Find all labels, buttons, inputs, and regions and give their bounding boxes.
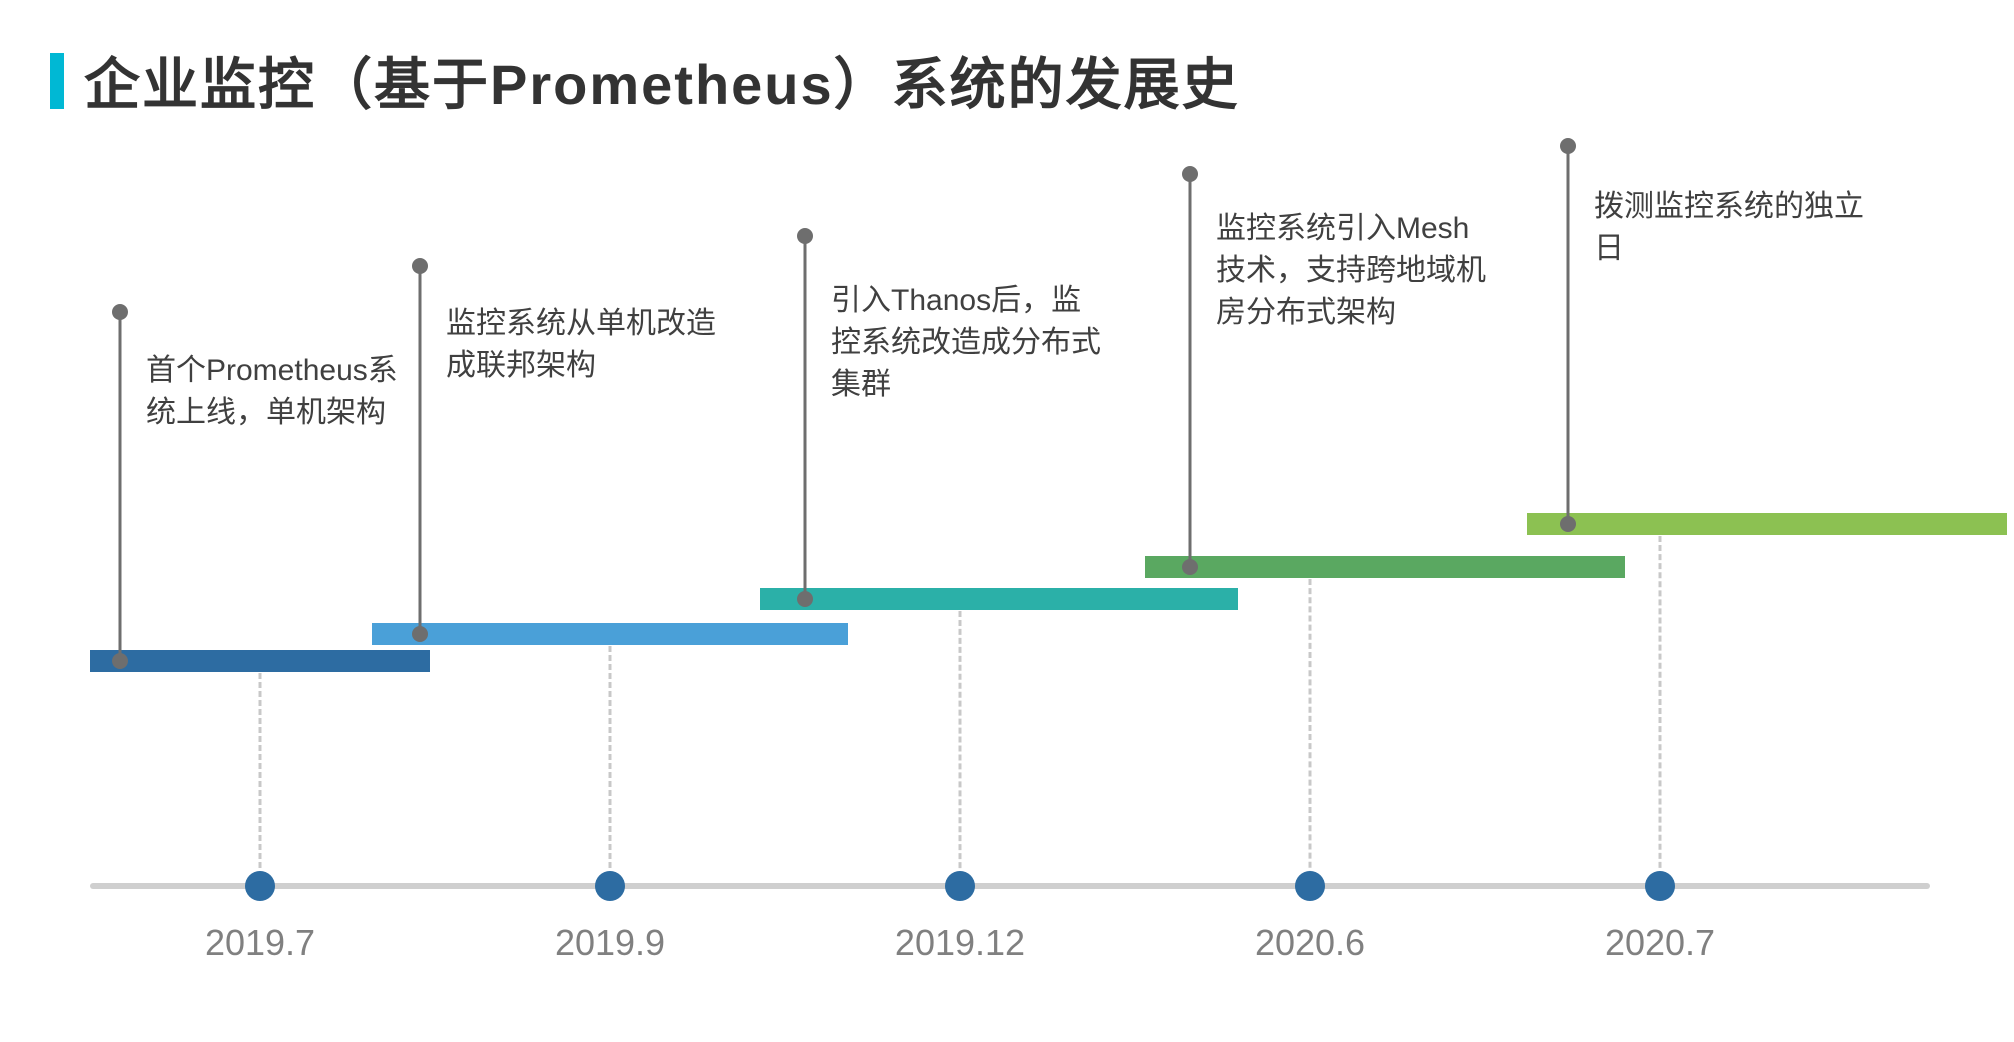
timeline-bar <box>1527 513 2007 535</box>
pin-bottom-dot <box>1560 516 1576 532</box>
pin-bottom-dot <box>112 653 128 669</box>
timeline-bar <box>372 623 848 645</box>
page-title: 企业监控（基于Prometheus）系统的发展史 <box>84 40 1240 121</box>
axis-dot <box>1295 871 1325 901</box>
pin-bottom-dot <box>412 626 428 642</box>
pin-top-dot <box>797 228 813 244</box>
milestone-description: 监控系统从单机改造成联邦架构 <box>446 303 726 387</box>
pin-line <box>1189 174 1192 566</box>
milestone-description: 引入Thanos后，监控系统改造成分布式集群 <box>831 280 1111 406</box>
date-label: 2019.9 <box>555 922 665 964</box>
pin-line <box>119 312 122 660</box>
dashed-connector <box>259 673 262 886</box>
page-title-wrap: 企业监控（基于Prometheus）系统的发展史 <box>50 40 1240 121</box>
date-label: 2020.6 <box>1255 922 1365 964</box>
dashed-connector <box>959 611 962 886</box>
pin-bottom-dot <box>1182 559 1198 575</box>
axis-dot <box>245 871 275 901</box>
milestone-description: 首个Prometheus系统上线，单机架构 <box>146 350 426 434</box>
title-accent-bar <box>50 53 64 109</box>
pin-top-dot <box>1182 166 1198 182</box>
axis-dot <box>945 871 975 901</box>
timeline-chart: 首个Prometheus系统上线，单机架构 2019.7 监控系统从单机改造成联邦架… <box>60 180 1960 1000</box>
date-label: 2019.12 <box>895 922 1025 964</box>
dashed-connector <box>1309 579 1312 886</box>
timeline-bar <box>1145 556 1625 578</box>
pin-line <box>419 266 422 633</box>
axis-dot <box>595 871 625 901</box>
dashed-connector <box>609 646 612 886</box>
dashed-connector <box>1659 536 1662 886</box>
pin-top-dot <box>112 304 128 320</box>
date-label: 2020.7 <box>1605 922 1715 964</box>
axis-dot <box>1645 871 1675 901</box>
timeline-bar <box>760 588 1238 610</box>
date-label: 2019.7 <box>205 922 315 964</box>
milestone-description: 拨测监控系统的独立日 <box>1594 186 1874 270</box>
pin-line <box>804 236 807 598</box>
pin-line <box>1567 146 1570 523</box>
milestone-description: 监控系统引入Mesh技术，支持跨地域机房分布式架构 <box>1216 208 1496 334</box>
pin-top-dot <box>412 258 428 274</box>
timeline-bar <box>90 650 430 672</box>
pin-top-dot <box>1560 138 1576 154</box>
pin-bottom-dot <box>797 591 813 607</box>
